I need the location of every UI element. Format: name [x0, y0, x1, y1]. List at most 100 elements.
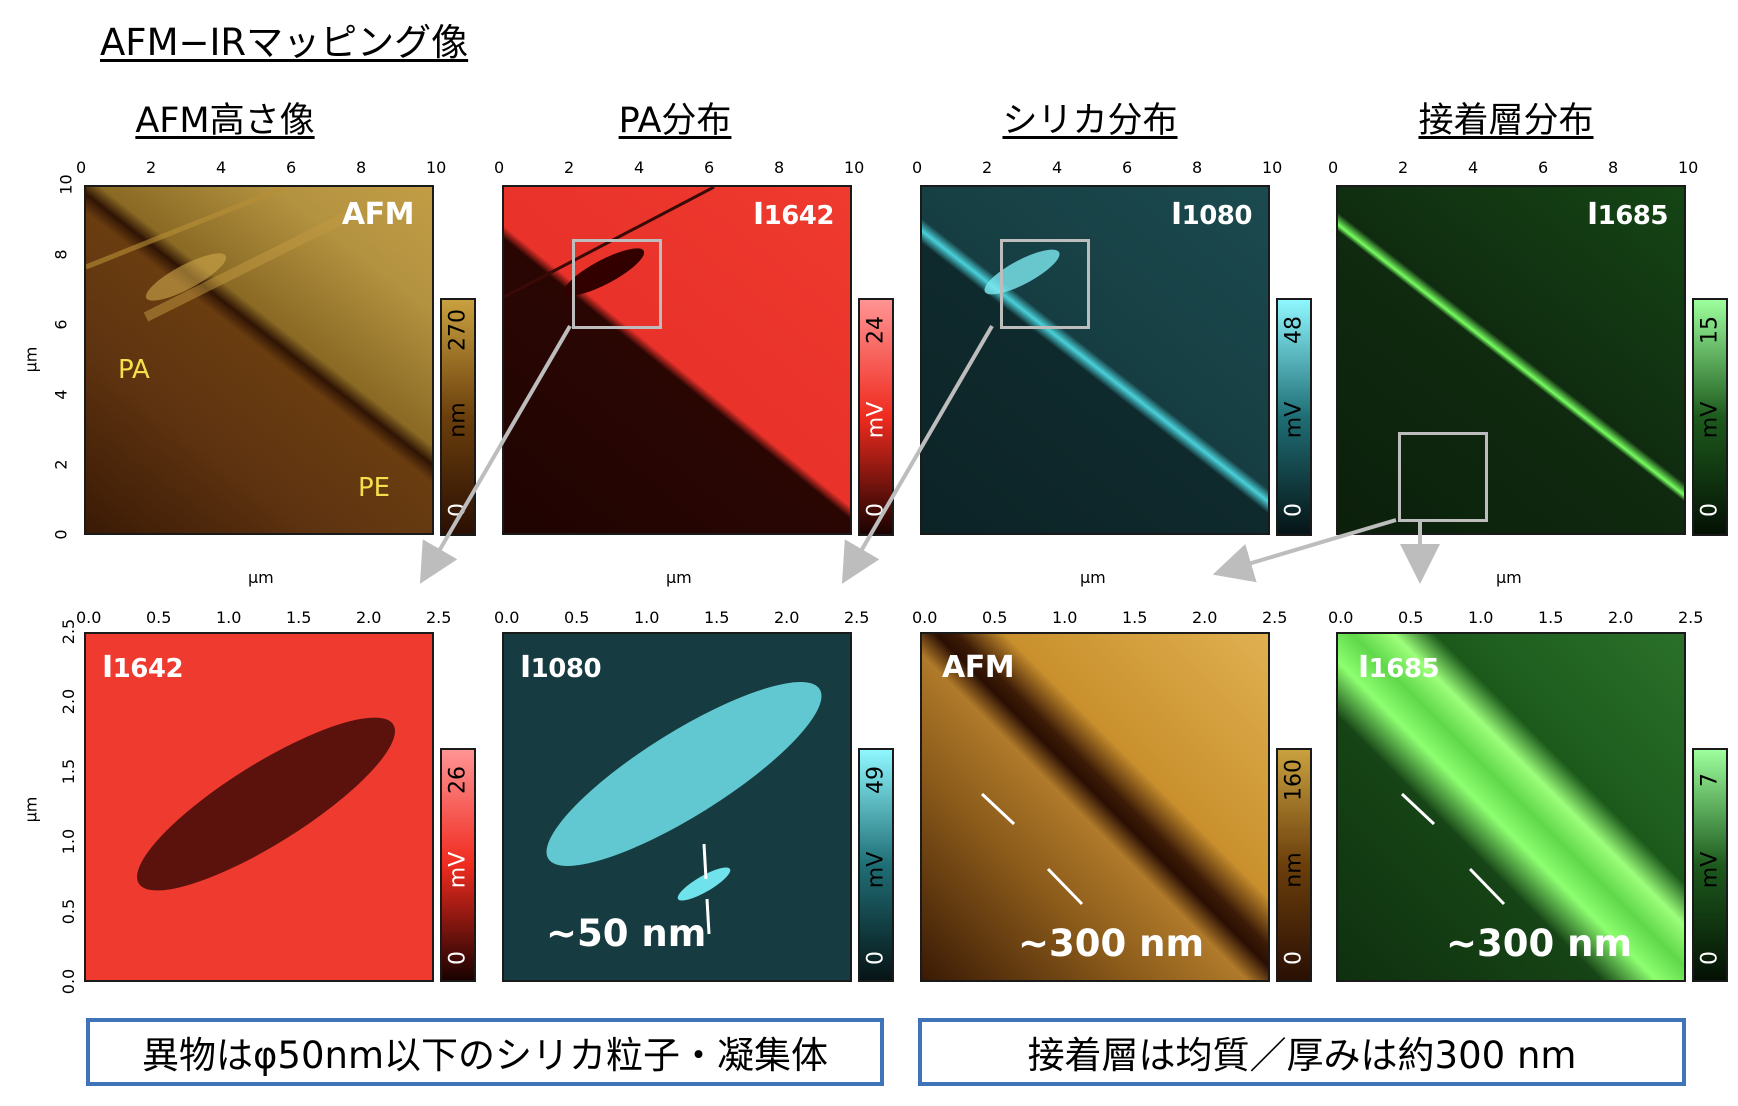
colorbar-min: 0 [1697, 503, 1723, 517]
x-tick-label: 8 [1192, 158, 1203, 177]
y-tick-label: 0 [51, 529, 71, 540]
colorbar-max: 49 [863, 766, 889, 794]
x-tick-label: 0.5 [146, 608, 172, 627]
x-tick-label: 1.5 [1122, 608, 1148, 627]
y-tick-label: 4 [51, 389, 71, 400]
main-title: AFM−IRマッピング像 [100, 21, 469, 64]
colorbar-max: 26 [445, 766, 471, 794]
x-tick-label: 0.5 [1398, 608, 1424, 627]
channel-label: I1080 [1170, 197, 1253, 232]
column-title-afm: AFM高さ像 [135, 101, 315, 141]
y-tick-label: 0.0 [59, 968, 79, 995]
channel-label: I1080 [520, 650, 602, 685]
x-tick-label: 0 [1328, 158, 1339, 177]
x-tick-label: 6 [704, 158, 715, 177]
colorbar-unit: mV [1697, 401, 1723, 439]
y-tick-label: 1.5 [59, 758, 79, 785]
colorbar-unit: mV [863, 851, 889, 889]
x-axis-label: µm [1080, 568, 1106, 587]
x-axis-label: µm [666, 568, 692, 587]
pe-region-label: PE [358, 473, 391, 503]
colorbar-min: 0 [863, 503, 889, 517]
x-tick-label: 8 [774, 158, 785, 177]
colorbar: 24 mV 0 [858, 298, 894, 536]
colorbar-min: 0 [445, 503, 471, 517]
x-tick-label: 2.0 [1192, 608, 1218, 627]
y-tick-label: 2.0 [59, 688, 79, 715]
x-tick-label: 0 [912, 158, 923, 177]
colorbar: 26 mV 0 [440, 748, 476, 982]
channel-label: AFM [942, 650, 1015, 685]
colorbar: 160 nm 0 [1276, 748, 1312, 982]
x-tick-label: 1.5 [286, 608, 312, 627]
x-tick-label: 4 [1052, 158, 1063, 177]
x-tick-label: 1.0 [216, 608, 242, 627]
pa-region-label: PA [118, 355, 150, 385]
x-tick-label: 4 [216, 158, 227, 177]
x-tick-label: 8 [1608, 158, 1619, 177]
x-tick-label: 2.0 [356, 608, 382, 627]
adhesive-distribution-map: I1685 [1336, 185, 1686, 535]
x-tick-label: 10 [1678, 158, 1699, 177]
x-tick-label: 2 [1398, 158, 1409, 177]
x-tick-label: 1.0 [1052, 608, 1078, 627]
silica-size-annotation: ~50 nm [546, 912, 707, 955]
x-tick-label: 2.5 [1262, 608, 1288, 627]
x-tick-label: 0 [76, 158, 87, 177]
channel-label: I1685 [1586, 197, 1669, 232]
column-title-silica: シリカ分布 [1002, 101, 1178, 141]
colorbar: 7 mV 0 [1692, 748, 1728, 982]
colorbar-unit: nm [445, 402, 471, 438]
pa-distribution-map: I1642 [502, 185, 852, 535]
y-tick-label: 8 [51, 249, 71, 260]
x-tick-label: 6 [1538, 158, 1549, 177]
channel-label: I1685 [1358, 650, 1440, 685]
colorbar: 48 mV 0 [1276, 298, 1312, 536]
colorbar-min: 0 [1281, 503, 1307, 517]
x-tick-label: 2 [146, 158, 157, 177]
column-title-pa: PA分布 [618, 101, 732, 141]
x-tick-label: 0.0 [912, 608, 938, 627]
selection-box [572, 239, 662, 329]
x-tick-label: 2.5 [844, 608, 870, 627]
x-tick-label: 2.0 [1608, 608, 1634, 627]
colorbar-min: 0 [1281, 951, 1307, 965]
colorbar-unit: mV [445, 851, 471, 889]
y-axis-label: µm [21, 796, 41, 823]
x-tick-label: 1.5 [1538, 608, 1564, 627]
x-tick-label: 2.5 [1678, 608, 1704, 627]
colorbar-unit: mV [863, 401, 889, 439]
x-axis-label: µm [1496, 568, 1522, 587]
x-tick-label: 10 [426, 158, 447, 177]
x-tick-label: 6 [1122, 158, 1133, 177]
channel-label: I1642 [102, 650, 184, 685]
x-tick-label: 8 [356, 158, 367, 177]
colorbar-max: 270 [445, 309, 471, 351]
colorbar-max: 48 [1281, 316, 1307, 344]
conclusion-adhesive: 接着層は均質／厚みは約300 nm [918, 1018, 1686, 1086]
colorbar-max: 7 [1697, 773, 1723, 787]
colorbar-unit: mV [1281, 401, 1307, 439]
x-tick-label: 4 [634, 158, 645, 177]
y-tick-label: 0.5 [59, 898, 79, 925]
x-tick-label: 0.5 [982, 608, 1008, 627]
silica-distribution-map: I1080 [920, 185, 1270, 535]
x-tick-label: 2.0 [774, 608, 800, 627]
colorbar: 49 mV 0 [858, 748, 894, 982]
zoom-pa-map: I1642 [84, 632, 434, 982]
zoom-afm-map: AFM ~300 nm [920, 632, 1270, 982]
x-tick-label: 2 [564, 158, 575, 177]
zoom-adhesive-map: I1685 ~300 nm [1336, 632, 1686, 982]
x-tick-label: 10 [844, 158, 865, 177]
colorbar-max: 160 [1281, 759, 1307, 801]
y-tick-label: 1.0 [59, 828, 79, 855]
channel-label: I1642 [752, 197, 835, 232]
afm-height-map: AFM PA PE [84, 185, 434, 535]
colorbar-max: 15 [1697, 316, 1723, 344]
x-tick-label: 2 [982, 158, 993, 177]
colorbar-min: 0 [863, 951, 889, 965]
y-tick-label: 10 [56, 174, 76, 195]
y-tick-label: 2.5 [59, 618, 79, 645]
x-tick-label: 2.5 [426, 608, 452, 627]
colorbar-max: 24 [863, 316, 889, 344]
